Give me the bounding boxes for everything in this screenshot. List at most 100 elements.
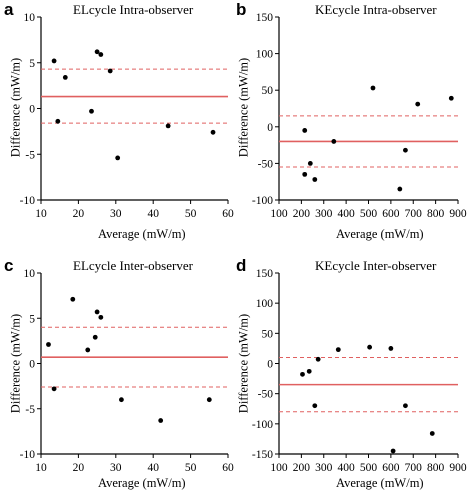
y-tick-label: 0 — [29, 104, 35, 116]
data-point — [388, 346, 394, 351]
y-tick-label: -100 — [252, 419, 273, 431]
x-tick-label: 700 — [405, 208, 423, 220]
scatter-plot: -10 -5 0 5 10 10 20 30 40 50 60 — [20, 12, 234, 220]
y-tick-label: 100 — [256, 49, 274, 61]
y-tick-label: -10 — [20, 449, 36, 461]
x-tick-label: 10 — [35, 208, 47, 220]
x-tick-label: 10 — [35, 462, 47, 474]
data-point — [85, 347, 91, 353]
data-point — [89, 108, 94, 114]
scatter-plot: -150 -100 -50 0 50 100 150 100 200 300 400 500 600 70… — [252, 268, 467, 474]
x-tick-label: 100 — [270, 462, 288, 474]
y-tick-label: 10 — [24, 268, 36, 280]
panel-a: a ELcycle Intra-observer Difference (mW/… — [0, 0, 236, 247]
x-tick-label: 900 — [449, 462, 467, 474]
x-tick-label: 600 — [382, 208, 400, 220]
y-tick-label: 50 — [262, 328, 274, 340]
data-point — [62, 74, 68, 80]
y-tick-label: -10 — [20, 195, 36, 207]
x-tick-label: 200 — [293, 462, 311, 474]
data-point — [158, 418, 164, 423]
data-point — [415, 101, 421, 107]
data-point — [397, 186, 403, 192]
y-tick-label: -5 — [25, 149, 35, 161]
data-point — [335, 347, 341, 353]
panel-c: c ELcycle Inter-observer Difference (mW/… — [0, 248, 236, 495]
data-point — [206, 397, 212, 403]
data-point — [367, 344, 373, 350]
panel-title: KEcycle Intra-observer — [315, 2, 437, 17]
data-point — [119, 397, 124, 403]
x-tick-label: 100 — [270, 208, 288, 220]
data-point — [300, 371, 305, 377]
data-point — [429, 431, 435, 436]
y-tick-label: 0 — [267, 359, 273, 371]
data-point — [390, 448, 396, 454]
data-point — [403, 403, 408, 409]
data-point — [51, 386, 57, 392]
data-point — [307, 161, 313, 166]
data-point — [302, 128, 308, 133]
y-tick-label: 5 — [29, 58, 35, 70]
data-point — [306, 368, 312, 374]
x-axis-label: Average (mW/m) — [336, 476, 424, 490]
x-tick-label: 40 — [147, 462, 159, 474]
y-tick-label: -50 — [258, 389, 274, 401]
y-tick-label: 150 — [256, 268, 274, 280]
x-tick-label: 800 — [427, 208, 445, 220]
x-axis-label: Average (mW/m) — [98, 476, 186, 490]
x-tick-label: 30 — [110, 208, 122, 220]
y-tick-label: -150 — [252, 449, 273, 461]
y-tick-label: -5 — [25, 404, 35, 416]
data-point — [107, 68, 113, 74]
data-point — [312, 403, 318, 409]
panel-d: d KEcycle Inter-observer Difference (mW/… — [236, 248, 472, 495]
data-point — [98, 314, 104, 320]
x-tick-label: 400 — [338, 462, 356, 474]
x-tick-label: 20 — [73, 208, 85, 220]
x-tick-label: 40 — [147, 208, 159, 220]
x-tick-label: 500 — [360, 462, 378, 474]
x-tick-label: 30 — [110, 462, 122, 474]
data-point — [51, 58, 57, 64]
x-tick-label: 900 — [449, 208, 467, 220]
data-point — [165, 123, 171, 129]
y-tick-label: 150 — [256, 12, 274, 24]
panel-letter: a — [4, 0, 14, 19]
x-axis-label: Average (mW/m) — [98, 227, 186, 241]
x-tick-label: 50 — [185, 462, 197, 474]
x-tick-label: 400 — [338, 208, 356, 220]
panel-title: KEcycle Inter-observer — [315, 258, 437, 273]
panel-title: ELcycle Intra-observer — [73, 2, 194, 17]
data-point — [94, 49, 100, 55]
data-point — [98, 52, 104, 57]
x-tick-label: 300 — [315, 462, 333, 474]
data-point — [302, 171, 308, 177]
data-point — [448, 95, 454, 101]
data-point — [210, 129, 216, 135]
y-tick-label: 10 — [24, 12, 36, 24]
y-tick-label: 100 — [256, 298, 274, 310]
data-point — [331, 139, 337, 144]
x-tick-label: 500 — [360, 208, 378, 220]
x-tick-label: 50 — [185, 208, 197, 220]
y-tick-label: 50 — [262, 85, 274, 97]
data-point — [94, 309, 100, 315]
data-point — [70, 296, 76, 302]
x-tick-label: 600 — [382, 462, 400, 474]
y-tick-label: -50 — [258, 158, 274, 170]
panel-b: b KEcycle Intra-observer Difference (mW/… — [236, 0, 472, 247]
data-point — [370, 85, 376, 91]
y-tick-label: -100 — [252, 195, 273, 207]
y-tick-label: 0 — [267, 122, 273, 134]
panel-title: ELcycle Inter-observer — [73, 258, 193, 273]
x-tick-label: 200 — [293, 208, 311, 220]
y-tick-label: 0 — [29, 359, 35, 371]
data-point — [92, 334, 98, 340]
data-point — [312, 177, 318, 182]
x-tick-label: 20 — [73, 462, 85, 474]
x-tick-label: 800 — [427, 462, 445, 474]
scatter-plot: -10 -5 0 5 10 10 20 30 40 50 60 — [20, 268, 234, 474]
x-axis-label: Average (mW/m) — [336, 227, 424, 241]
scatter-plot: -100 -50 0 50 100 150 100 200 300 400 500 600 700 800… — [252, 12, 467, 220]
